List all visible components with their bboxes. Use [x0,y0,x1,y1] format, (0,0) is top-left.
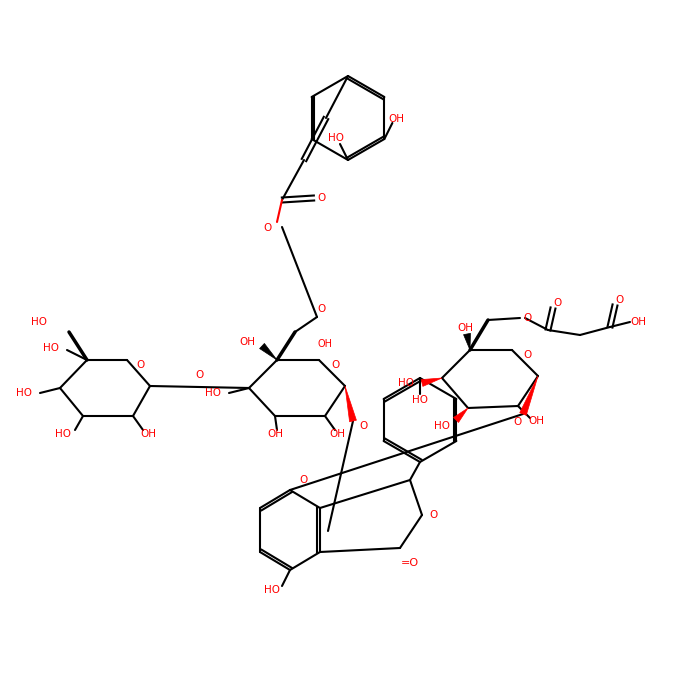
Text: OH: OH [267,429,283,439]
Text: HO: HO [55,429,71,439]
Text: OH: OH [630,317,646,327]
Text: O: O [514,417,522,427]
Text: OH: OH [329,429,345,439]
Text: O: O [430,510,438,520]
Text: OH: OH [528,416,544,426]
Polygon shape [519,376,538,415]
Text: HO: HO [434,421,450,431]
Polygon shape [454,408,468,423]
Text: HO: HO [264,585,280,595]
Text: O: O [523,350,531,360]
Text: O: O [263,223,271,233]
Text: O: O [554,298,562,308]
Polygon shape [260,344,277,360]
Polygon shape [463,333,470,350]
Text: HO: HO [205,388,221,398]
Text: O: O [332,360,340,370]
Text: O: O [136,360,145,370]
Text: O: O [318,304,326,314]
Text: O: O [318,193,326,203]
Text: HO: HO [412,395,428,405]
Text: OH: OH [457,323,473,333]
Text: HO: HO [31,317,47,327]
Text: O: O [299,475,307,485]
Text: =O: =O [401,558,419,568]
Text: HO: HO [328,133,344,143]
Polygon shape [345,386,356,422]
Text: OH: OH [318,339,332,349]
Text: HO: HO [398,378,414,388]
Text: HO: HO [43,343,59,353]
Text: O: O [359,421,367,431]
Text: OH: OH [389,114,405,124]
Text: O: O [616,295,624,305]
Text: OH: OH [140,429,156,439]
Text: O: O [195,370,204,380]
Text: HO: HO [16,388,32,398]
Text: OH: OH [239,337,255,347]
Text: O: O [524,313,532,323]
Polygon shape [421,378,442,386]
